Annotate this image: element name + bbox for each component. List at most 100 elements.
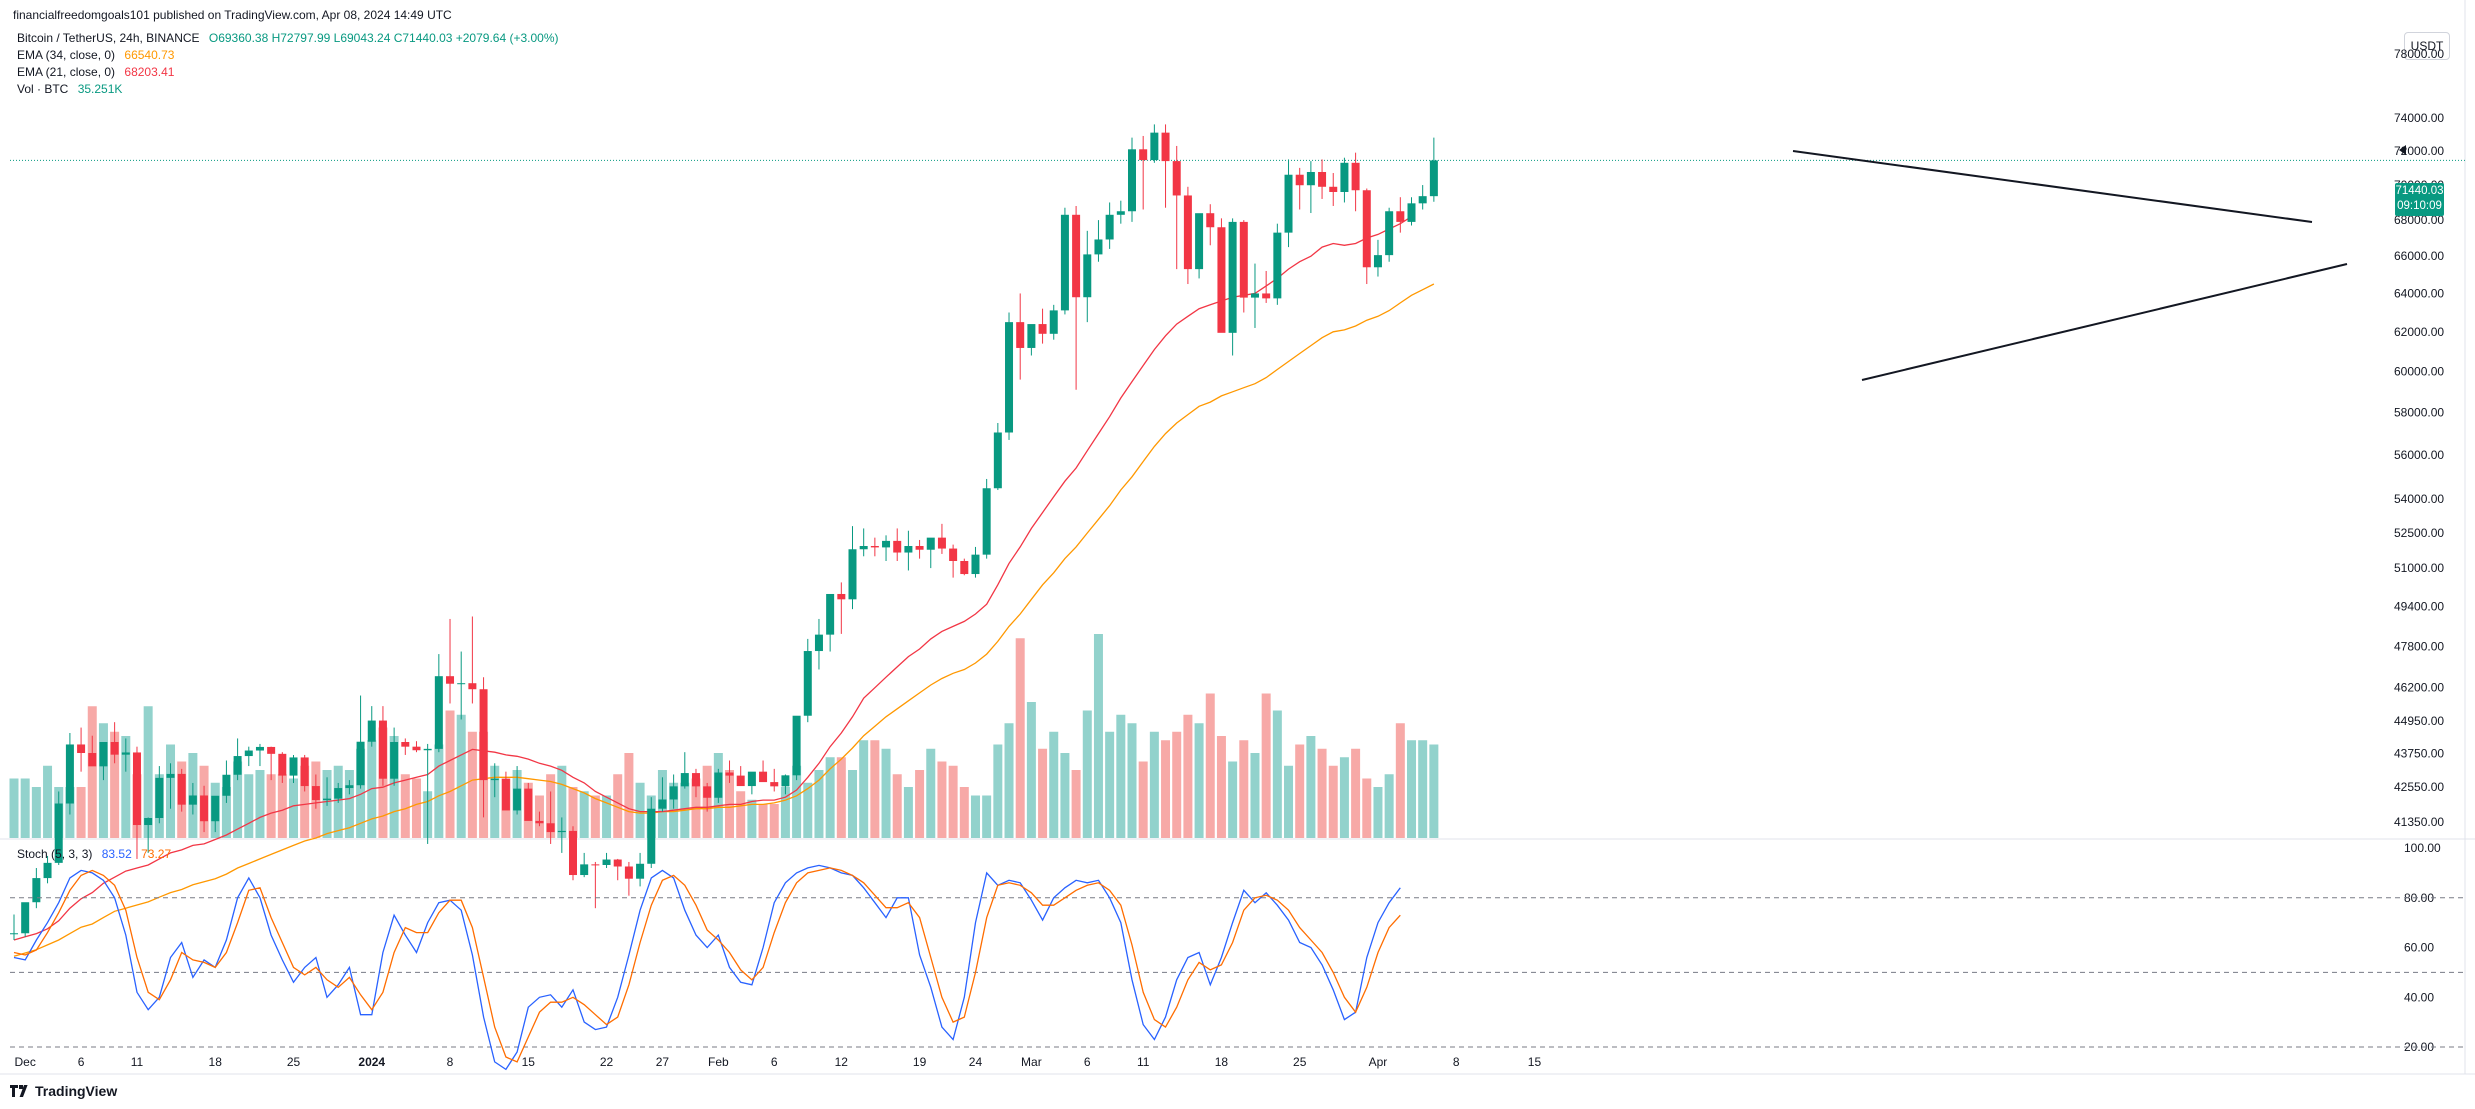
volume-bar [1239, 740, 1249, 838]
legend-ema21-row[interactable]: EMA (21, close, 0) 68203.41 [17, 64, 559, 81]
volume-bar [467, 731, 477, 838]
volume-bar [1351, 748, 1361, 838]
volume-bar [792, 765, 802, 838]
candle-body [334, 788, 343, 799]
candle-body [1340, 162, 1349, 192]
candle-body [1183, 195, 1192, 270]
volume-bar [31, 787, 41, 838]
volume-bar [76, 787, 86, 838]
candle-body [937, 537, 946, 549]
volume-bar [881, 748, 891, 838]
candle-body [647, 808, 656, 864]
candle-body [557, 830, 566, 833]
candle-body [1038, 324, 1047, 334]
candle-body [1351, 162, 1360, 191]
volume-bar [1105, 731, 1115, 838]
candle-body [289, 757, 298, 776]
tradingview-footer[interactable]: TradingView [10, 1083, 117, 1099]
price-tick-label: 54000.00 [2394, 492, 2444, 506]
candle-body [345, 785, 354, 789]
ema21-line [13, 216, 1412, 941]
candle-body [401, 742, 410, 747]
candle-body [691, 773, 700, 787]
price-tick-label: 78000.00 [2394, 47, 2444, 61]
candle-body [468, 683, 477, 690]
price-tick-label: 56000.00 [2394, 448, 2444, 462]
volume-bar [20, 778, 30, 838]
volume-bar [579, 791, 589, 838]
price-tick-label: 58000.00 [2394, 406, 2444, 420]
candle-body [21, 902, 30, 934]
candle-body [1150, 132, 1159, 161]
candle-body [1385, 211, 1394, 256]
volume-bar [758, 804, 768, 838]
currency-button[interactable]: USDT [2404, 32, 2450, 60]
volume-bar [1216, 736, 1226, 838]
price-tick-label: 44950.00 [2394, 714, 2444, 728]
candle-body [1049, 310, 1058, 334]
candle-body [736, 775, 745, 787]
candle-body [926, 537, 935, 550]
candle-body [367, 720, 376, 742]
candle-body [188, 795, 197, 805]
candle-body [32, 878, 41, 903]
volume-bar [1295, 744, 1305, 838]
volume-bar [747, 799, 757, 838]
candle-body [1373, 255, 1382, 268]
volume-bar [1093, 634, 1103, 838]
candle-body [1206, 213, 1215, 228]
volume-bar [255, 770, 265, 838]
price-tick-label: 46200.00 [2394, 681, 2444, 695]
volume-bar [1317, 748, 1327, 838]
candle-body [993, 432, 1002, 489]
volume-bar [1138, 761, 1148, 838]
candle-body [915, 545, 924, 550]
time-tick-label: 25 [287, 1055, 301, 1069]
legend-symbol-row[interactable]: Bitcoin / TetherUS, 24h, BINANCE O69360.… [17, 30, 559, 47]
candle-body [244, 750, 253, 757]
candle-body [267, 746, 276, 754]
upper-trendline [1792, 150, 2313, 223]
volume-bar [143, 706, 153, 838]
candle-body [837, 593, 846, 600]
time-tick-label: 24 [969, 1055, 983, 1069]
volume-bar [456, 714, 466, 838]
candle-body [971, 554, 980, 575]
volume-bar [1116, 714, 1126, 838]
time-tick-label: Feb [708, 1055, 729, 1069]
volume-bar [557, 765, 567, 838]
candle-body [1407, 203, 1416, 222]
candle-body [200, 795, 209, 822]
volume-bar [1261, 693, 1271, 838]
time-tick-label: 19 [913, 1055, 927, 1069]
volume-bar [1407, 740, 1416, 838]
volume-bar [1026, 702, 1036, 838]
volume-bar [98, 723, 108, 838]
ema34-line [13, 283, 1435, 957]
candle-body [714, 772, 723, 798]
candle-body [222, 774, 231, 796]
volume-bar [389, 736, 399, 838]
volume-bar [1149, 731, 1159, 838]
candle-body [434, 676, 443, 749]
stoch-d-value: 73.27 [141, 847, 172, 861]
candle-body [278, 753, 287, 776]
candle-body [680, 773, 689, 787]
legend-ema34-row[interactable]: EMA (34, close, 0) 66540.73 [17, 47, 559, 64]
legend-volume-row[interactable]: Vol · BTC 35.251K [17, 81, 559, 98]
ohlc-values: O69360.38 H72797.99 L69043.24 C71440.03 … [208, 31, 559, 45]
candle-body [602, 859, 611, 865]
stoch-legend[interactable]: Stoch (5, 3, 3) 83.52 73.27 [17, 847, 171, 861]
volume-bar [1228, 761, 1238, 838]
candle-body [255, 746, 264, 751]
time-tick-label: 6 [1084, 1055, 1091, 1069]
candle-body [580, 864, 589, 876]
candle-body [88, 753, 97, 767]
candle-body [949, 548, 958, 561]
time-tick-label: 15 [522, 1055, 536, 1069]
time-tick-label: 11 [131, 1055, 144, 1069]
stoch-d-line [13, 867, 1401, 1063]
volume-bar [803, 782, 813, 838]
stoch-tick-label: 80.00 [2404, 891, 2434, 905]
